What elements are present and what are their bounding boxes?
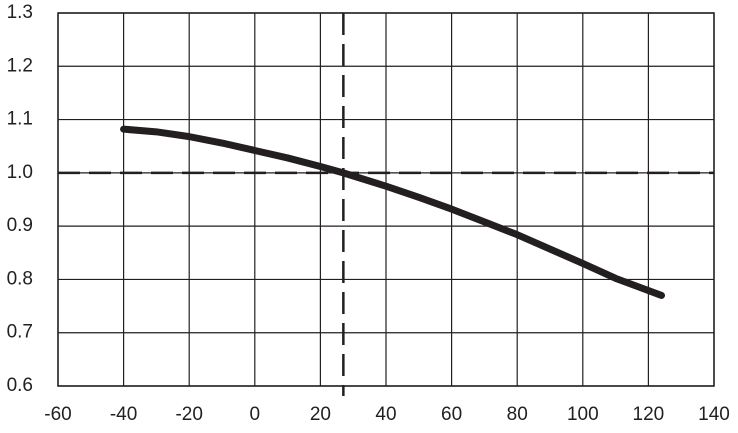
y-tick-label: 1.1: [7, 109, 33, 130]
y-tick-label: 0.9: [7, 215, 33, 236]
x-tick-label: -20: [175, 404, 202, 425]
x-tick-label: 60: [441, 404, 462, 425]
data-line: [120, 125, 666, 299]
x-tick-label: 140: [698, 404, 730, 425]
y-tick-label: 0.6: [7, 375, 33, 396]
x-tick-label: -60: [44, 404, 71, 425]
plot-border: [57, 12, 715, 387]
y-tick-label: 1.0: [7, 162, 33, 183]
y-tick-label: 1.2: [7, 55, 33, 76]
x-tick-label: 40: [375, 404, 396, 425]
x-tick-label: 80: [507, 404, 528, 425]
y-tick-label: 0.8: [7, 268, 33, 289]
x-tick-label: -40: [110, 404, 137, 425]
y-tick-label: 1.3: [7, 2, 33, 23]
x-tick-label: 120: [633, 404, 665, 425]
x-tick-label: 0: [250, 404, 261, 425]
x-tick-label: 20: [310, 404, 331, 425]
x-tick-label: 100: [567, 404, 599, 425]
y-tick-label: 0.7: [7, 322, 33, 343]
